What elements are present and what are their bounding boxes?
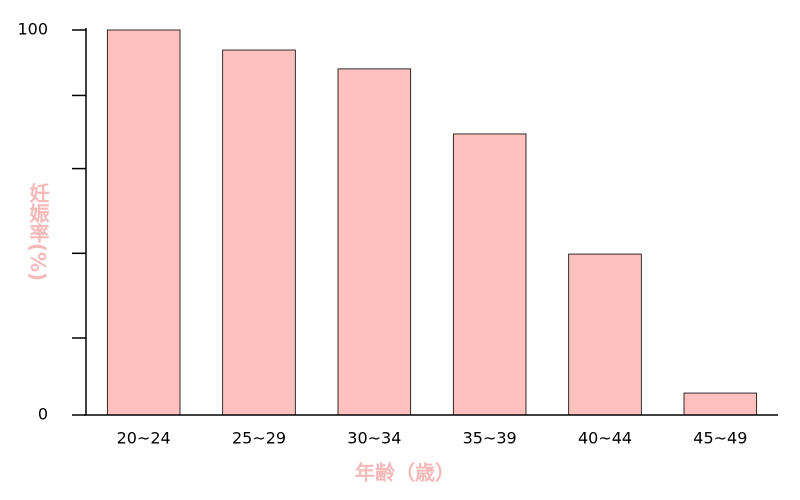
bar <box>222 49 296 416</box>
y-tick-label: 100 <box>17 20 48 39</box>
y-axis-title: 妊娠率(%) <box>26 181 50 281</box>
y-tick-label: 0 <box>38 405 48 424</box>
x-tick-label: 30~34 <box>347 429 401 448</box>
x-tick-label: 45~49 <box>693 429 747 448</box>
bar <box>568 253 642 416</box>
x-tick-label: 35~39 <box>463 429 517 448</box>
x-tick-label: 25~29 <box>232 429 286 448</box>
x-axis-title: 年齢（歳） <box>355 461 455 485</box>
bar <box>337 68 412 416</box>
x-tick-label: 40~44 <box>578 429 632 448</box>
bar <box>106 29 181 416</box>
bar <box>683 392 758 416</box>
bar <box>452 133 527 416</box>
x-tick-label: 20~24 <box>117 429 171 448</box>
